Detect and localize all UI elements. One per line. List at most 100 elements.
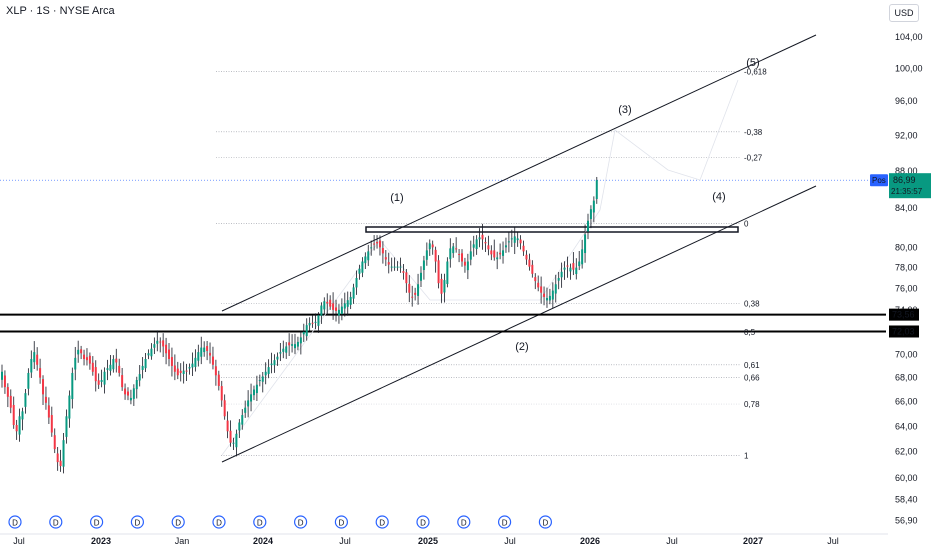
candle-body [358, 268, 361, 274]
candle-body [499, 252, 502, 255]
candle-body [349, 296, 352, 305]
candle-body [6, 387, 9, 397]
dividend-icon[interactable] [8, 515, 22, 529]
fib-label: 0,61 [744, 361, 760, 370]
candle-body [452, 246, 455, 254]
candle-body [118, 365, 121, 373]
symbol-title[interactable]: XLP · 1S · NYSE Arca [6, 5, 115, 17]
fib-label: 0 [744, 220, 749, 229]
candle-body [39, 368, 42, 378]
dividend-icon[interactable] [130, 515, 144, 529]
resistance-box[interactable] [365, 226, 739, 233]
candle-body [390, 266, 393, 268]
candle-body [296, 341, 299, 347]
dividend-icon[interactable] [498, 515, 512, 529]
dividend-label: D [379, 519, 385, 528]
candle-body [408, 283, 411, 293]
candle-body [487, 245, 490, 250]
candle-body [419, 272, 422, 281]
candle-body [147, 353, 150, 356]
dividend-icon[interactable] [89, 515, 104, 529]
fib-label: -0,27 [744, 153, 763, 162]
candle-body [165, 344, 168, 354]
candle-body [352, 287, 355, 299]
time-label: Jul [339, 536, 351, 546]
annotation-labels: -0,618 -0,38 -0,27 0 0,38 0,5 0,61 0,66 0,78 1 (1)… [390, 57, 767, 461]
candle-body [226, 420, 229, 432]
candle-body [106, 368, 109, 370]
candle-body [393, 266, 396, 268]
candle-body [581, 249, 584, 265]
candle-body [241, 415, 244, 425]
time-label: Jul [666, 536, 678, 546]
candle-body [191, 363, 194, 368]
price-tick: 60,00 [895, 473, 918, 483]
candle-body [100, 380, 103, 382]
dividend-icon[interactable] [49, 515, 63, 529]
candle-body [332, 303, 335, 310]
candle-body [364, 256, 367, 264]
price-tick: 64,00 [895, 421, 918, 431]
candle-body [446, 261, 449, 284]
dividend-icon[interactable] [457, 515, 471, 529]
time-label: Jul [827, 536, 839, 546]
candle-body [443, 280, 446, 293]
candle-body [311, 322, 314, 324]
candle-body [373, 243, 376, 245]
fib-label: -0,618 [744, 68, 767, 77]
dividend-icon[interactable] [253, 515, 267, 529]
candle-body [235, 433, 238, 448]
candle-body [129, 397, 132, 401]
dividend-label: D [420, 519, 426, 528]
candle-body [329, 299, 332, 307]
candle-body [288, 342, 291, 346]
dividend-icon[interactable] [334, 515, 348, 529]
candle-body [112, 359, 115, 370]
candle-body [42, 379, 45, 395]
candle-body [279, 352, 282, 354]
currency-button[interactable]: USD [889, 4, 919, 22]
dividend-label: D [94, 519, 100, 528]
candle-body [484, 241, 487, 244]
candle-body [276, 356, 279, 360]
candle-body [291, 344, 294, 346]
candle-body [425, 250, 428, 260]
candle-body [320, 305, 323, 316]
pos-label: Pos [872, 176, 886, 185]
candle-body [59, 460, 62, 467]
wave-label: (1) [390, 192, 403, 204]
candle-body [24, 393, 27, 407]
dividend-icon[interactable] [212, 515, 226, 529]
candle-body [211, 356, 214, 365]
candle-body [88, 355, 91, 364]
candle-body [343, 303, 346, 309]
channel-upper-line[interactable] [221, 34, 817, 312]
candle-body [170, 357, 173, 366]
candle-body [77, 349, 80, 355]
candle-body [252, 389, 255, 396]
price-tick: 96,00 [895, 96, 918, 106]
dividend-icon[interactable] [416, 515, 430, 529]
candle-body [563, 267, 566, 270]
pos-tag[interactable] [870, 174, 888, 187]
candle-body [504, 245, 507, 248]
dividend-icon[interactable] [375, 515, 389, 529]
dividend-label: D [543, 519, 549, 528]
candle-body [144, 359, 147, 369]
dividend-icon[interactable] [538, 515, 553, 529]
candle-body [496, 257, 499, 260]
candle-body [543, 293, 546, 297]
dividend-label: D [135, 519, 141, 528]
dividend-icon[interactable] [294, 515, 308, 529]
candle-body [431, 244, 434, 248]
candle-body [502, 250, 505, 256]
candle-body [3, 375, 6, 388]
candle-body [548, 295, 551, 301]
candle-body [434, 249, 437, 262]
candle-body [490, 250, 493, 255]
dividend-icon[interactable] [171, 515, 185, 529]
candle-body [156, 340, 159, 344]
fib-label: 0,66 [744, 374, 760, 383]
candle-body [267, 367, 270, 374]
